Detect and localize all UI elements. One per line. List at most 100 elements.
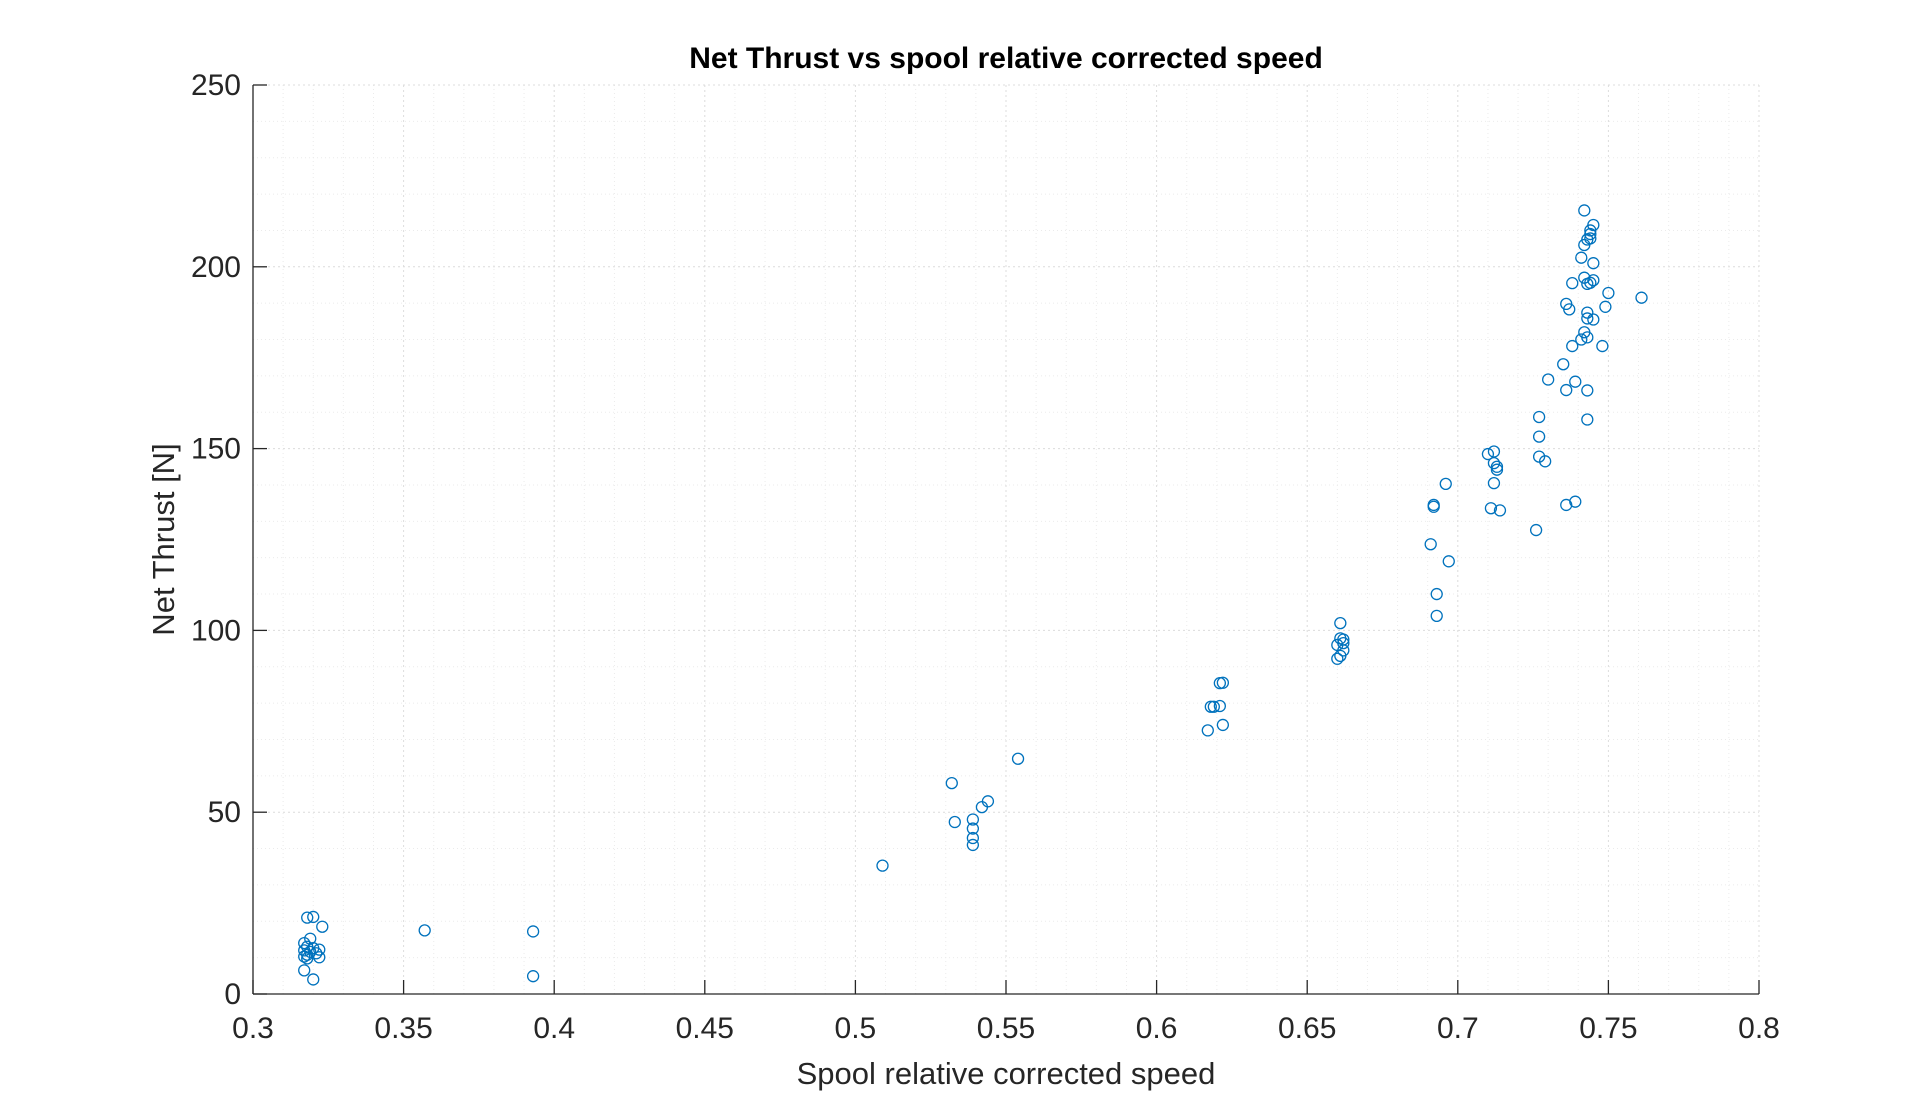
scatter-point: [301, 948, 314, 961]
scatter-point: [876, 859, 889, 872]
x-tick-label: 0.5: [835, 1012, 877, 1045]
scatter-point: [1578, 204, 1591, 217]
scatter-point: [1581, 384, 1594, 397]
y-tick-label: 200: [191, 251, 241, 284]
y-tick-label: 0: [224, 978, 241, 1011]
scatter-point: [1481, 447, 1495, 461]
scatter-point: [948, 815, 961, 829]
x-tick-label: 0.35: [374, 1012, 432, 1045]
scatter-point: [307, 973, 320, 986]
x-axis-label: Spool relative corrected speed: [797, 1056, 1216, 1091]
scatter-point: [1563, 303, 1576, 316]
scatter-point: [298, 936, 311, 950]
scatter-point: [1529, 523, 1543, 537]
scatter-point: [1575, 251, 1588, 264]
scatter-point: [1201, 724, 1214, 737]
scatter-point: [1560, 498, 1573, 512]
scatter-point: [975, 800, 989, 814]
x-tick-label: 0.55: [977, 1012, 1035, 1045]
scatter-point: [1439, 477, 1452, 491]
ticks: 0.3 0.35 0.4 0.45 0.5 0.55 0.6 0.65 0.7 0.75 0.8 0 5…: [191, 69, 1780, 1045]
scatter-point: [1542, 373, 1555, 386]
grid: [252, 84, 1760, 995]
scatter-point: [1569, 375, 1582, 388]
scatter-point: [1487, 476, 1501, 490]
scatter-point: [310, 947, 323, 960]
scatter-point: [1532, 430, 1546, 443]
scatter-point: [1566, 277, 1579, 290]
scatter-point: [298, 950, 311, 963]
scatter-point: [418, 924, 431, 937]
x-tick-label: 0.7: [1437, 1012, 1479, 1045]
scatter-point: [1487, 456, 1501, 470]
scatter-point: [966, 831, 980, 845]
scatter-point: [1587, 257, 1600, 270]
scatter-point: [966, 813, 980, 826]
scatter-point: [1334, 649, 1347, 663]
scatter-point: [1216, 718, 1230, 732]
scatter-point: [1334, 616, 1347, 630]
scatter-point: [1602, 286, 1615, 300]
scatter-point: [1213, 699, 1227, 713]
scatter-point: [1635, 291, 1648, 304]
scatter-point: [1207, 700, 1220, 713]
scatter-point: [1430, 609, 1443, 623]
scatter-point: [1490, 463, 1504, 476]
scatter-point: [1584, 232, 1597, 245]
scatter-point: [1587, 313, 1600, 326]
scatter-point: [1216, 676, 1230, 689]
scatter-point: [981, 795, 995, 808]
scatter-point: [1566, 339, 1579, 353]
scatter-point: [1011, 752, 1025, 765]
x-tick-label: 0.4: [533, 1012, 575, 1045]
scatter-point: [1596, 339, 1609, 353]
scatter-point: [1442, 555, 1455, 568]
scatter-point: [1204, 700, 1217, 713]
scatter-point: [966, 822, 980, 835]
scatter-point: [1538, 455, 1552, 468]
scatter-point: [307, 910, 320, 924]
scatter-point: [1584, 227, 1597, 241]
x-tick-label: 0.8: [1738, 1012, 1780, 1045]
y-tick-label: 250: [191, 69, 241, 102]
x-tick-label: 0.3: [232, 1012, 274, 1045]
scatter-point: [1581, 312, 1594, 325]
y-tick-label: 100: [191, 614, 241, 647]
chart-title: Net Thrust vs spool relative corrected s…: [689, 42, 1323, 75]
scatter-point: [298, 964, 311, 977]
scatter-point: [1581, 306, 1594, 319]
scatter-point: [1484, 502, 1498, 515]
scatter-point: [1599, 300, 1612, 313]
scatter-point: [1427, 500, 1440, 513]
scatter-point: [1490, 460, 1504, 473]
scatter-point: [1557, 358, 1570, 371]
scatter-point: [526, 970, 540, 983]
x-tick-label: 0.45: [676, 1012, 734, 1045]
scatter-point: [1584, 276, 1597, 289]
scatter-point: [316, 920, 329, 933]
x-tick-label: 0.6: [1136, 1012, 1178, 1045]
scatter-point: [313, 943, 326, 956]
scatter-point: [1430, 587, 1443, 601]
x-tick-label: 0.75: [1579, 1012, 1637, 1045]
scatter-point: [301, 911, 314, 924]
data-points: [298, 204, 1648, 986]
scatter-point: [1493, 504, 1507, 517]
scatter-point: [1581, 413, 1594, 426]
scatter-point: [1331, 652, 1344, 665]
y-tick-label: 150: [191, 433, 241, 466]
x-tick-label: 0.65: [1278, 1012, 1336, 1045]
scatter-point: [945, 776, 958, 790]
scatter-point: [313, 951, 326, 964]
scatter-point: [526, 925, 540, 938]
y-axis-label: Net Thrust [N]: [146, 443, 181, 635]
y-tick-label: 50: [208, 796, 241, 829]
scatter-point: [1337, 636, 1350, 650]
scatter-point: [1569, 495, 1582, 508]
scatter-point: [1532, 410, 1546, 424]
scatter-point: [1560, 383, 1573, 397]
labels: Net Thrust vs spool relative corrected s…: [146, 42, 1323, 1091]
scatter-point: [1587, 274, 1600, 287]
